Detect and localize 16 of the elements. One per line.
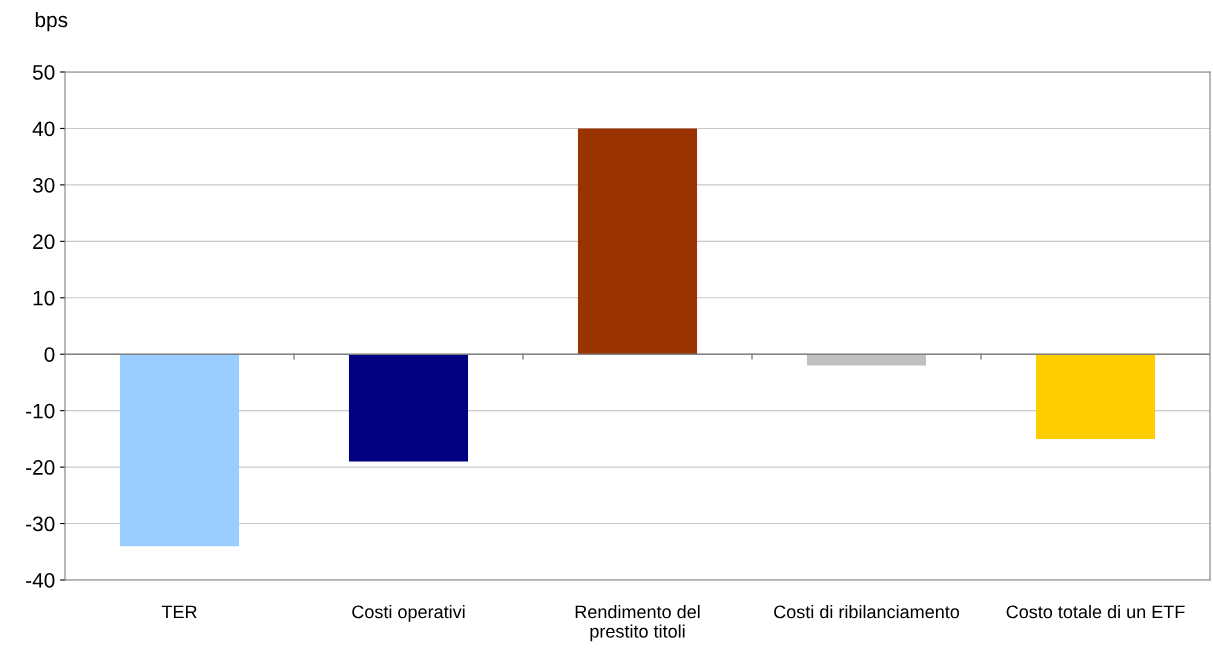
y-tick-label: 0 <box>44 347 55 362</box>
y-tick-label: 10 <box>33 290 55 306</box>
x-tick-label: Costo totale di un ETF <box>1006 605 1185 619</box>
y-tick-label: -30 <box>26 516 55 532</box>
y-tick-label: 20 <box>33 234 55 250</box>
y-tick-label: -20 <box>26 460 55 475</box>
y-tick-label: 30 <box>32 177 55 193</box>
x-tick-label: Rendimento del prestito titoli <box>575 605 700 642</box>
y-tick-label: 50 <box>32 65 55 80</box>
y-tick-label: 40 <box>32 121 55 137</box>
y-tick-label: -10 <box>26 403 55 419</box>
x-tick-label: Costi operativi <box>352 605 465 622</box>
x-tick-label: TER <box>161 605 197 619</box>
x-tick-label: Costi di ribilanciamento <box>774 605 960 619</box>
y-axis-title: bps <box>35 11 68 32</box>
y-tick-label: -40 <box>26 573 55 588</box>
